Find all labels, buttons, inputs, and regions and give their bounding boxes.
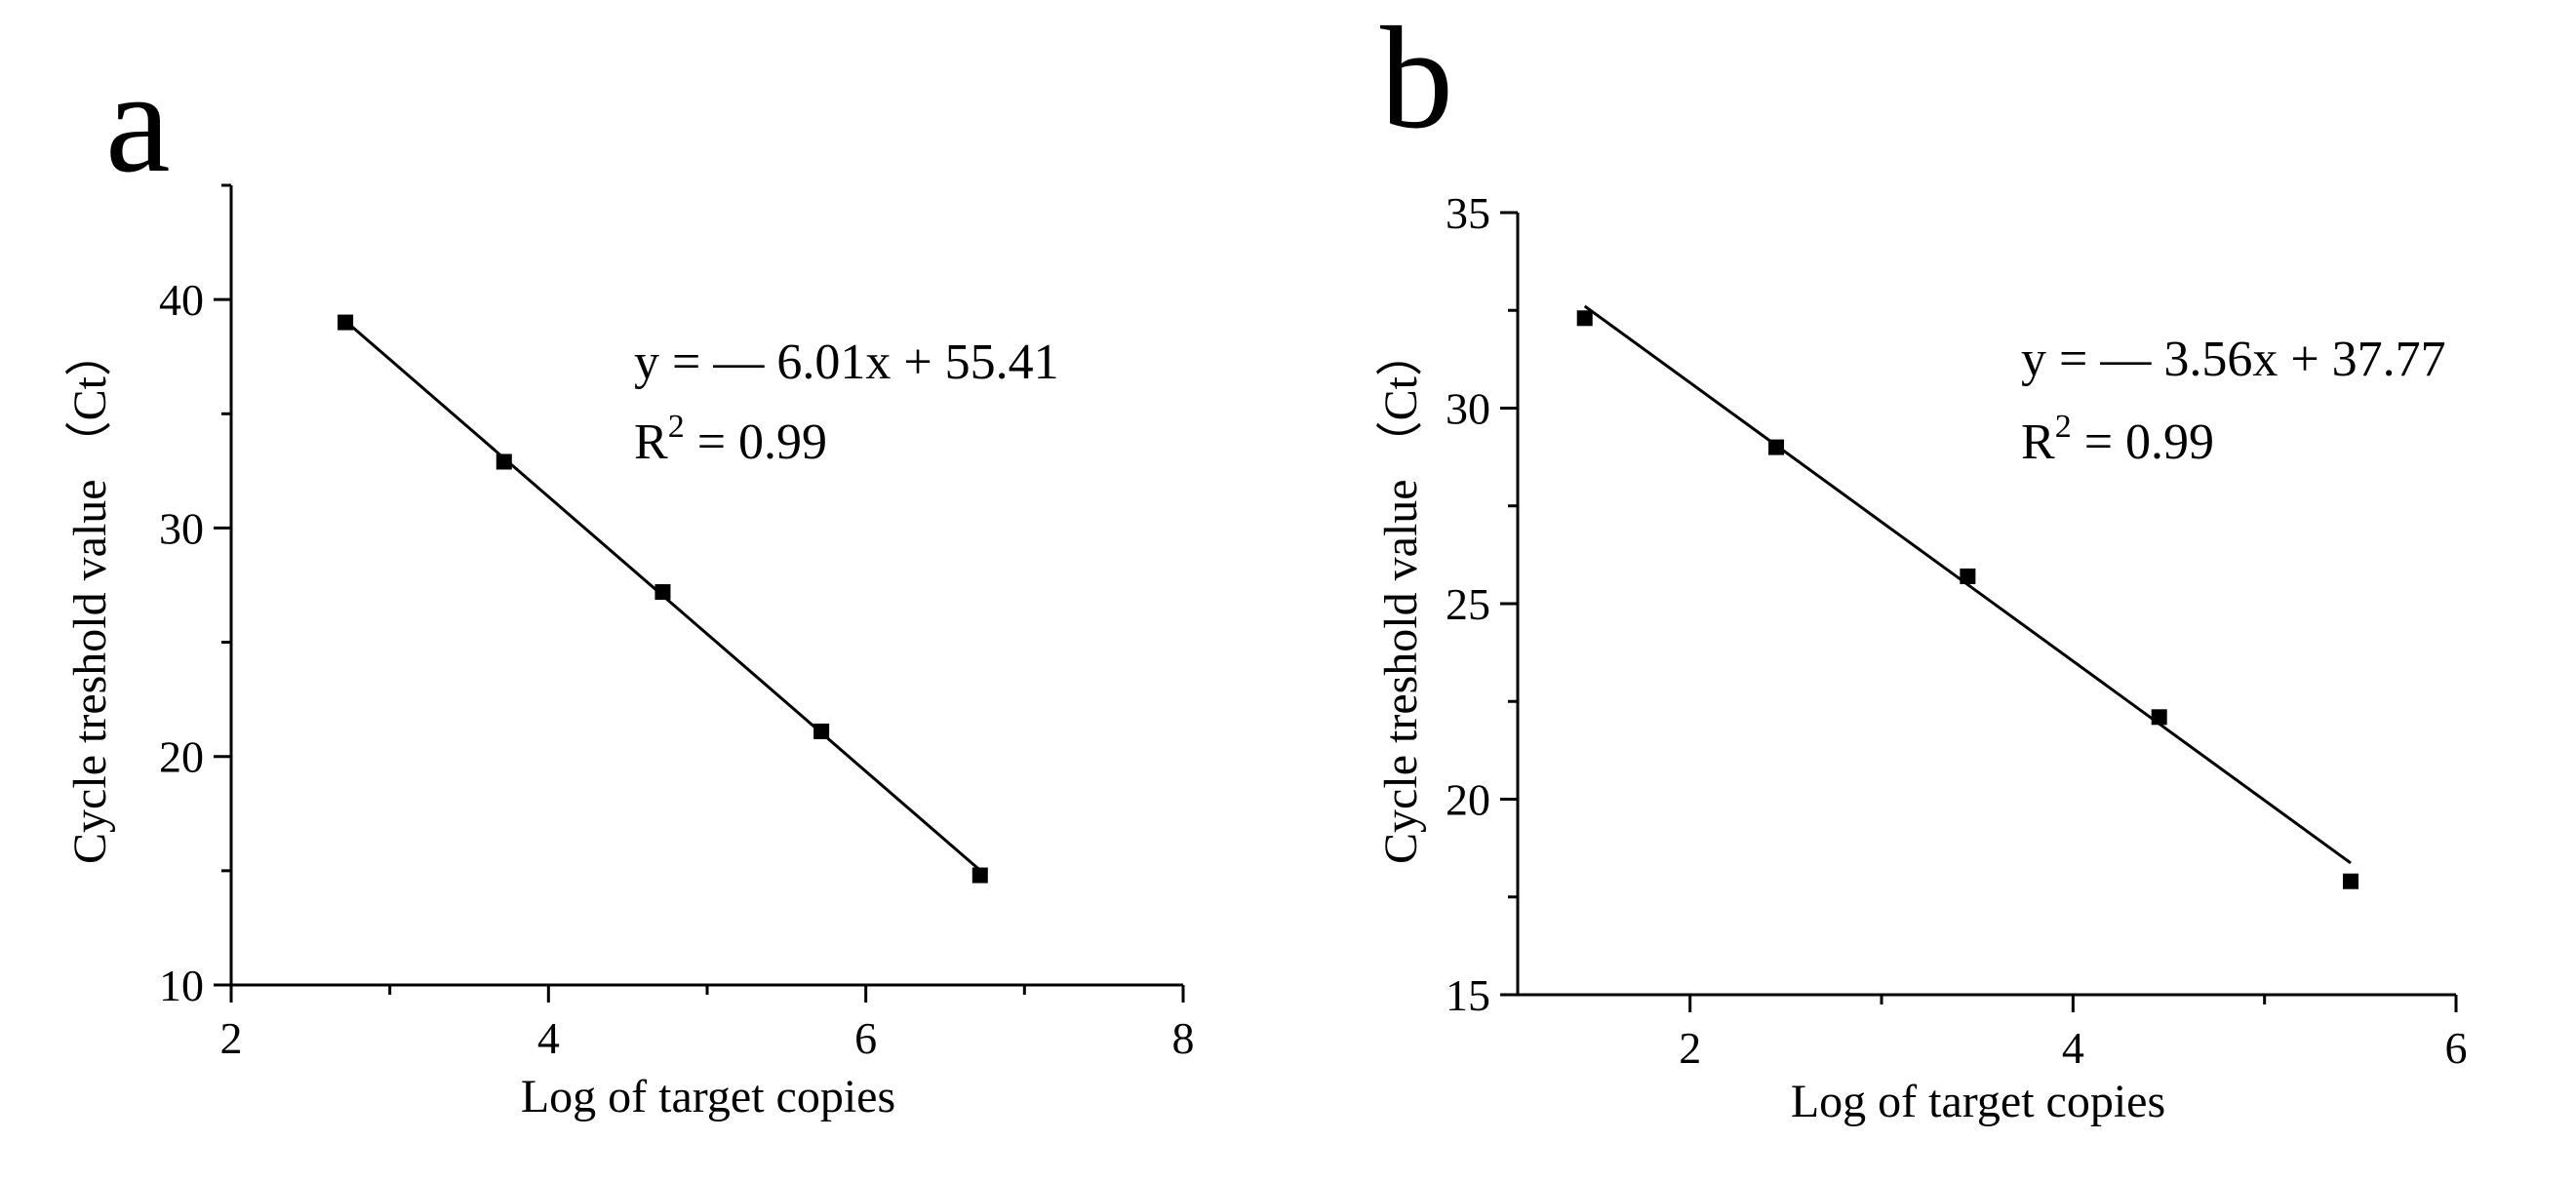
x-axis-label-a: Log of target copies	[521, 1071, 895, 1122]
x-tick-label-a: 4	[537, 1013, 560, 1063]
data-point-a	[337, 314, 354, 331]
data-point-a	[813, 723, 830, 739]
data-point-a	[971, 867, 988, 884]
y-tick-label-a: 10	[159, 961, 204, 1010]
axes-a	[229, 185, 1183, 987]
x-tick-label-a: 8	[1172, 1013, 1195, 1063]
ticks-b	[1500, 211, 2458, 1012]
x-tick-label-b: 2	[1679, 1023, 1701, 1073]
panel-label-b: b	[1380, 0, 1453, 159]
x-axis-label-b: Log of target copies	[1791, 1076, 2165, 1127]
fit-line-b	[1583, 304, 2352, 865]
points-b	[1576, 310, 2359, 889]
y-tick-label-b: 35	[1446, 188, 1490, 238]
data-point-a	[495, 453, 512, 470]
r2-label-a: R2 = 0.99	[634, 409, 827, 470]
y-tick-label-b: 30	[1446, 384, 1490, 434]
data-point-b	[2343, 873, 2359, 889]
fit-line-group-b	[1583, 304, 2352, 865]
equation-b: y = — 3.56x + 37.77	[2021, 332, 2446, 387]
y-tick-label-a: 30	[159, 503, 204, 553]
data-point-b	[1576, 310, 1593, 327]
axes-b	[1516, 213, 2456, 997]
data-point-b	[1960, 568, 1976, 584]
x-tick-label-b: 6	[2445, 1023, 2468, 1073]
equation-a: y = — 6.01x + 55.41	[634, 335, 1059, 390]
tick-labels-a: 2 4 6 8 10 20 30 40	[159, 275, 1195, 1063]
y-axis-title-b: Cycle treshold value （Ct）	[1375, 330, 1427, 864]
ticks-a	[214, 183, 1185, 1003]
data-point-b	[2151, 709, 2167, 726]
y-axis-label-a: Cycle treshold value （Ct）	[64, 330, 116, 864]
y-tick-label-b: 15	[1446, 970, 1490, 1020]
chart-b: b Cycle treshold value （Ct） Log of targe…	[1375, 0, 2468, 1127]
tick-labels-b: 2 4 6 15 20 25 30 35	[1446, 188, 2468, 1073]
y-axis-title-a: Cycle treshold value （Ct）	[64, 330, 116, 864]
data-point-b	[1768, 439, 1785, 455]
y-axis-label-b: Cycle treshold value （Ct）	[1375, 330, 1427, 864]
panel-label-a: a	[105, 41, 171, 203]
points-a	[337, 314, 988, 884]
x-tick-label-b: 4	[2062, 1023, 2084, 1073]
y-tick-label-b: 20	[1446, 775, 1490, 825]
chart-a: a Cycle treshold value （Ct） Log of targe…	[64, 41, 1195, 1122]
r2-label-b: R2 = 0.99	[2021, 409, 2214, 470]
y-tick-label-b: 25	[1446, 579, 1490, 629]
x-tick-label-a: 2	[220, 1013, 243, 1063]
y-tick-label-a: 20	[159, 732, 204, 782]
data-point-a	[654, 584, 671, 601]
x-tick-label-a: 6	[854, 1013, 877, 1063]
y-tick-label-a: 40	[159, 275, 204, 325]
